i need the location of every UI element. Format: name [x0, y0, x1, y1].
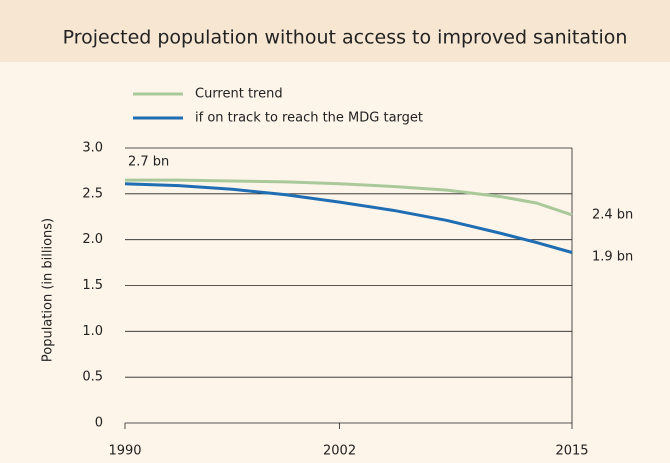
annotation: 2.4 bn — [592, 208, 633, 223]
annotation: 1.9 bn — [592, 250, 633, 265]
y-tick-label: 1.5 — [82, 278, 103, 293]
y-tick-label: 0 — [95, 416, 103, 431]
series-line — [124, 182, 573, 254]
series-line — [125, 178, 573, 217]
y-tick-label: 0.5 — [82, 370, 103, 385]
header-band — [0, 0, 670, 62]
legend-label: if on track to reach the MDG target — [195, 111, 423, 126]
chart-title: Projected population without access to i… — [63, 27, 628, 49]
y-tick-label: 1.0 — [82, 324, 103, 339]
y-tick-label: 3.0 — [82, 141, 103, 156]
y-tick-label: 2.5 — [82, 186, 103, 201]
annotation: 2.7 bn — [128, 155, 169, 170]
x-tick-label: 2002 — [323, 444, 356, 459]
y-axis-label: Population (in billions) — [41, 218, 56, 362]
x-tick-label: 2015 — [555, 444, 588, 459]
y-tick-label: 2.0 — [82, 232, 103, 247]
legend-label: Current trend — [195, 87, 283, 102]
x-tick-label: 1990 — [108, 444, 141, 459]
